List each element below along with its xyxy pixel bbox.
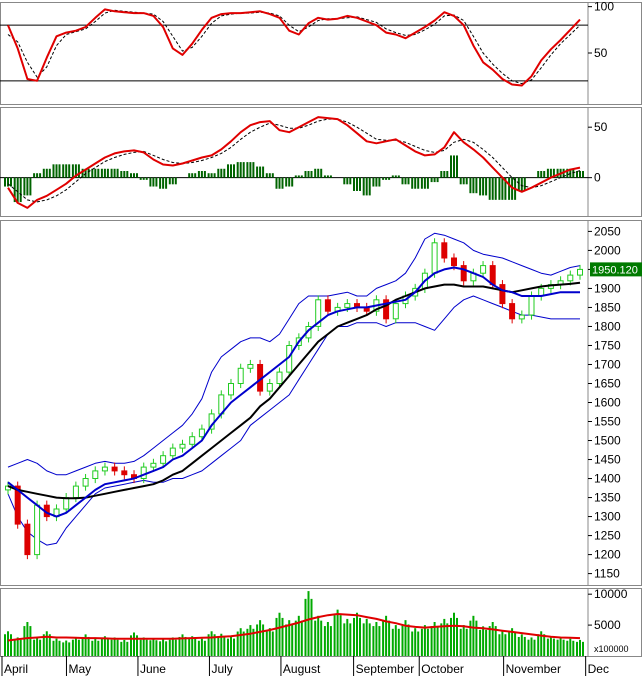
price-tick-label: 1500 (594, 434, 621, 448)
price-candle-body (160, 455, 167, 464)
price-candle-body (451, 257, 457, 267)
price-candle-body (383, 299, 390, 320)
price-candle-body (34, 504, 41, 556)
stoch-tick-label: 50 (594, 46, 608, 60)
price-candle-body (24, 523, 31, 556)
volume-multiplier-label: x100000 (594, 644, 629, 654)
price-tick-label: 1350 (594, 491, 621, 505)
price-candle-body (392, 303, 399, 320)
price-tick-label: 1200 (594, 548, 621, 562)
month-label: May (68, 662, 91, 676)
volume-tick-label: 10000 (594, 587, 628, 601)
price-tick-label: 1850 (594, 300, 621, 314)
stoch-tick-label: 100 (594, 0, 614, 14)
month-label: Dec (588, 662, 609, 676)
moving-average-fast (7, 266, 580, 518)
volume-moving-average (7, 613, 581, 642)
price-candle-body (509, 303, 516, 320)
month-label: October (421, 662, 464, 676)
price-tick-label: 1400 (594, 472, 621, 486)
price-candle-body (169, 447, 176, 457)
price-tick-label: 1300 (594, 510, 621, 524)
price-candle-body (441, 242, 448, 259)
bollinger-lower (7, 295, 580, 546)
last-price-badge (590, 262, 642, 277)
stoch-k-line (7, 8, 581, 87)
price-candle-body (460, 265, 467, 282)
price-tick-label: 1600 (594, 396, 621, 410)
month-label: September (356, 662, 415, 676)
price-candle-body (111, 466, 118, 472)
price-candle-body (179, 443, 186, 449)
price-candle-body (150, 462, 157, 468)
price-candle-body (567, 274, 574, 282)
stoch-d-line (7, 9, 581, 85)
macd-signal-line (7, 118, 581, 203)
price-tick-label: 1750 (594, 338, 621, 352)
price-candle-body (63, 497, 70, 510)
price-candle-body (489, 265, 496, 286)
price-candle-body (431, 242, 438, 274)
macd-panel: 50 0 (0, 116, 608, 209)
price-candle-body (324, 299, 331, 312)
price-candle-body (72, 485, 79, 499)
month-label: November (506, 662, 561, 676)
price-candle-body (577, 268, 583, 276)
price-candle-body (247, 364, 254, 369)
price-panel: 2050200019501900185018001750170016501600… (5, 224, 642, 581)
price-candle-body (344, 303, 351, 308)
macd-tick-label: 0 (594, 171, 601, 185)
price-candle-body (92, 470, 99, 479)
price-tick-label: 1150 (594, 567, 620, 581)
price-candle-body (198, 428, 205, 438)
price-candle-body (121, 470, 128, 476)
price-tick-label: 2000 (594, 243, 621, 257)
price-tick-label: 2050 (594, 224, 621, 238)
price-candle-body (140, 466, 147, 480)
price-tick-label: 1800 (594, 319, 621, 333)
volume-tick-label: 5000 (594, 618, 621, 632)
price-frame (0, 220, 642, 586)
month-label: July (211, 662, 232, 676)
month-label: April (4, 662, 28, 676)
time-axis: April May June July August September October No… (1, 656, 609, 676)
stochastic-panel: 100 50 (0, 0, 614, 87)
price-tick-label: 1550 (594, 415, 621, 429)
month-label: June (140, 662, 166, 676)
price-tick-label: 1250 (594, 529, 621, 543)
price-candle-body (276, 371, 283, 385)
price-candle-body (237, 367, 244, 384)
price-candle-body (499, 284, 506, 305)
price-candle-body (528, 295, 535, 316)
price-candle-body (518, 314, 525, 320)
panel-frames (0, 2, 642, 657)
month-label: August (283, 662, 321, 676)
volume-panel: 10000 5000 x100000 (4, 587, 629, 656)
price-candle-body (189, 436, 196, 445)
price-candle-body (82, 478, 89, 487)
price-candle-body (101, 466, 108, 472)
macd-line (7, 116, 581, 209)
price-candle-body (315, 299, 322, 327)
price-tick-label: 1450 (594, 453, 621, 467)
price-tick-label: 1700 (594, 357, 621, 371)
last-price-label: 1950.120 (592, 264, 638, 276)
price-candle-body (480, 265, 487, 274)
price-candle-body (266, 383, 273, 392)
bollinger-upper (7, 232, 581, 476)
moving-average-slow (7, 281, 581, 500)
price-candle-body (228, 383, 234, 396)
price-candle-body (14, 485, 21, 525)
macd-tick-label: 50 (594, 120, 608, 134)
price-tick-label: 1650 (594, 376, 621, 390)
price-tick-label: 1900 (594, 281, 621, 295)
